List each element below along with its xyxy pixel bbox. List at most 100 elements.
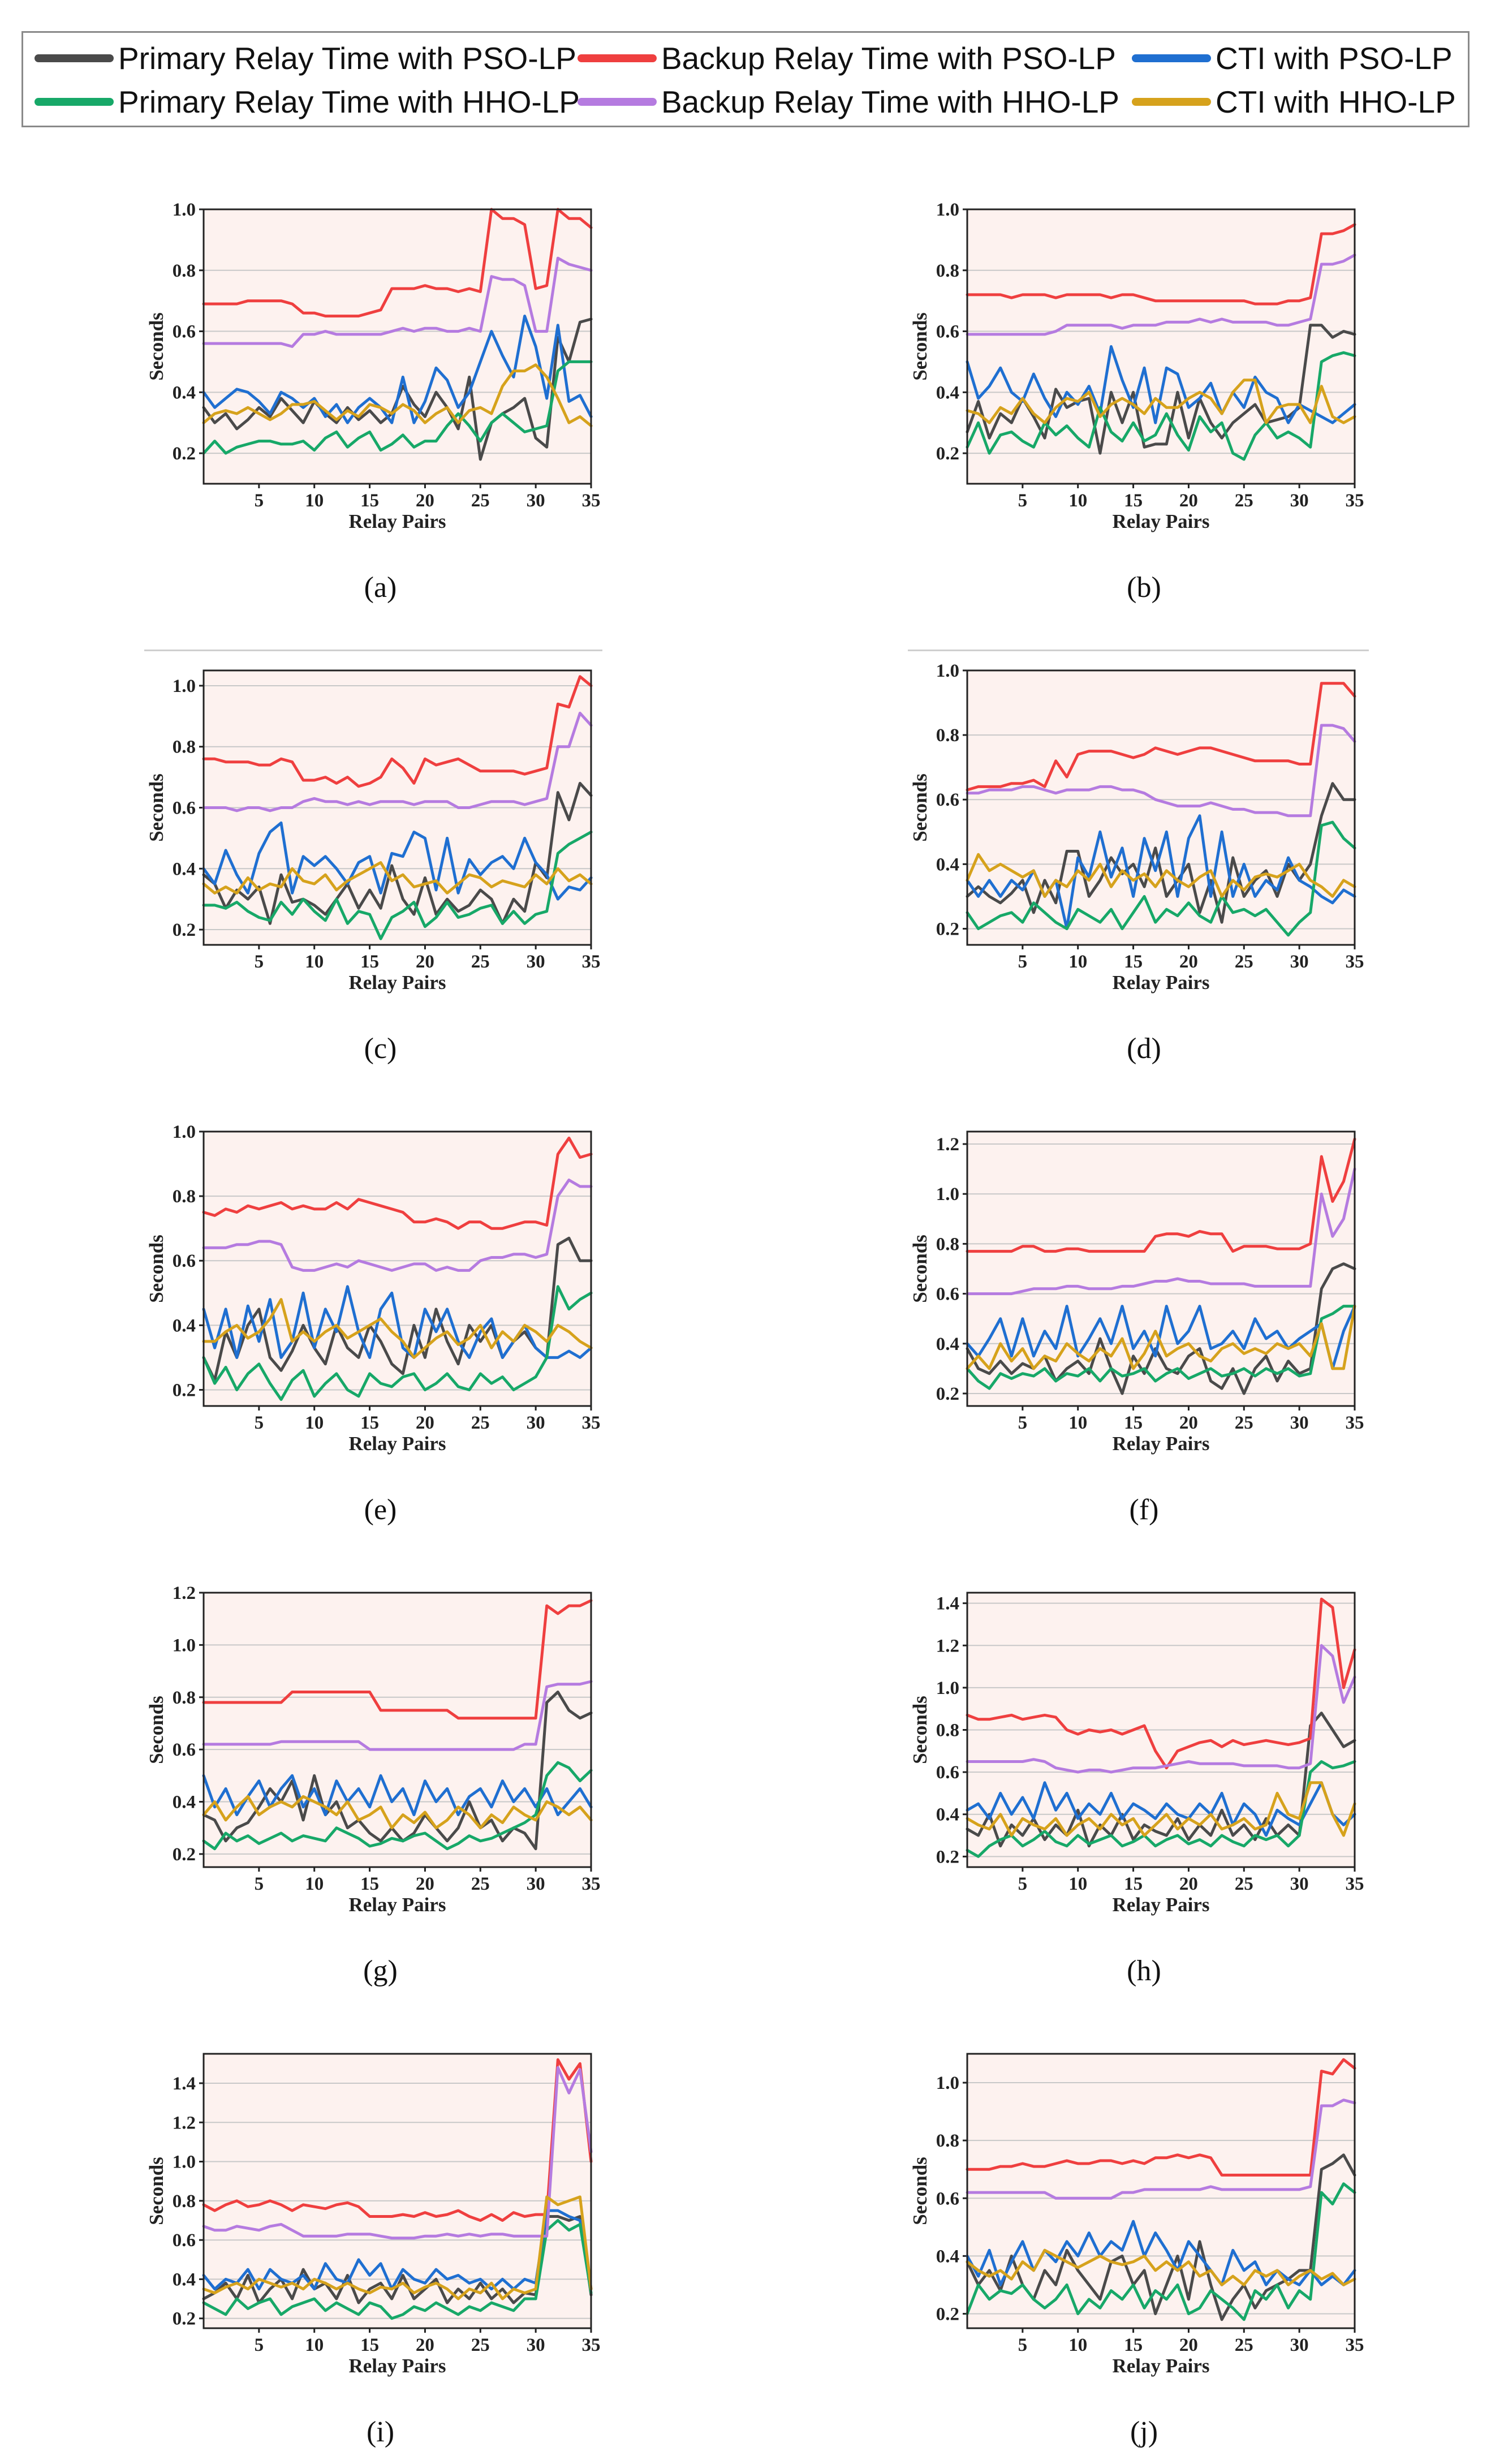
y-tick-label: 0.2 <box>173 1844 196 1865</box>
x-tick-label: 5 <box>255 1874 264 1894</box>
y-tick-label: 0.6 <box>936 2188 959 2209</box>
x-axis-label: Relay Pairs <box>348 971 446 994</box>
y-tick-label: 0.6 <box>173 2230 196 2251</box>
panel-separator-left <box>144 650 602 651</box>
plot-frame <box>202 1130 592 1407</box>
x-tick-label: 5 <box>255 2335 264 2355</box>
x-tick-label: 30 <box>1290 1874 1309 1894</box>
y-tick-label: 0.4 <box>173 1792 196 1813</box>
series-line-backup-relay-time-with-pso-lp <box>202 208 593 318</box>
series-line-backup-relay-time-with-pso-lp <box>966 223 1356 306</box>
y-tick-label: 0.8 <box>173 737 196 758</box>
series-line-cti-with-pso-lp <box>202 821 593 901</box>
y-tick-label: 0.8 <box>173 1186 196 1207</box>
x-tick-label: 5 <box>1018 2335 1028 2355</box>
x-tick-label: 35 <box>1346 952 1364 972</box>
legend-label: CTI with HHO-LP <box>1216 84 1456 119</box>
x-axis-label: Relay Pairs <box>348 1433 446 1455</box>
x-tick-label: 25 <box>1235 491 1253 511</box>
panel-caption: (e) <box>364 1494 397 1526</box>
y-tick-label: 0.6 <box>173 1740 196 1760</box>
x-tick-label: 10 <box>305 1413 324 1433</box>
y-tick-label: 0.6 <box>173 798 196 819</box>
x-tick-label: 15 <box>360 1874 379 1894</box>
x-tick-label: 10 <box>305 1874 324 1894</box>
plot-frame <box>966 1592 1356 1868</box>
x-tick-label: 15 <box>360 491 379 511</box>
y-tick-label: 0.2 <box>936 919 959 939</box>
y-tick-label: 1.2 <box>936 1134 959 1155</box>
y-tick-label: 0.6 <box>173 1251 196 1271</box>
series-line-backup-relay-time-with-hho-lp <box>202 2066 593 2240</box>
series-line-primary-relay-time-with-hho-lp <box>966 1760 1356 1858</box>
series-line-cti-with-hho-lp <box>966 1781 1356 1837</box>
y-tick-label: 0.6 <box>936 322 959 342</box>
y-tick-label: 0.8 <box>173 261 196 281</box>
series-line-cti-with-hho-lp <box>966 379 1356 424</box>
y-tick-label: 0.4 <box>173 382 196 403</box>
plot-frame <box>966 1130 1356 1407</box>
x-tick-label: 30 <box>527 491 545 511</box>
legend-item-pso-backup: Backup Relay Time with PSO-LP <box>578 36 1116 81</box>
x-axis-label: Relay Pairs <box>1112 1433 1209 1455</box>
plot-frame <box>966 2053 1356 2329</box>
y-tick-label: 0.4 <box>173 2269 196 2290</box>
series-line-cti-with-pso-lp <box>202 1285 593 1359</box>
series-line-cti-with-pso-lp <box>202 1774 593 1817</box>
series-line-backup-relay-time-with-pso-lp <box>966 2058 1356 2177</box>
series-line-primary-relay-time-with-pso-lp <box>202 1236 593 1382</box>
plot-frame <box>966 669 1356 946</box>
series-line-cti-with-hho-lp <box>966 2248 1356 2286</box>
legend-swatch <box>1132 54 1211 62</box>
series-line-cti-with-pso-lp <box>966 345 1356 424</box>
y-tick-label: 0.2 <box>936 444 959 464</box>
y-tick-label: 0.6 <box>936 790 959 810</box>
y-tick-label: 1.0 <box>173 1635 196 1655</box>
x-tick-label: 15 <box>1124 491 1143 511</box>
x-tick-label: 10 <box>1068 952 1087 972</box>
y-tick-label: 0.8 <box>936 2131 959 2151</box>
y-tick-label: 0.4 <box>936 382 959 403</box>
series-line-backup-relay-time-with-hho-lp <box>202 256 593 348</box>
series-line-backup-relay-time-with-pso-lp <box>966 1137 1356 1253</box>
x-tick-label: 30 <box>1290 952 1309 972</box>
series-line-backup-relay-time-with-hho-lp <box>202 1179 593 1272</box>
plot-area <box>204 1593 591 1867</box>
series-line-primary-relay-time-with-hho-lp <box>202 1761 593 1851</box>
series-line-backup-relay-time-with-hho-lp <box>966 724 1356 818</box>
y-tick-label: 0.8 <box>173 2191 196 2212</box>
series-line-primary-relay-time-with-hho-lp <box>966 820 1356 937</box>
x-tick-label: 5 <box>1018 491 1028 511</box>
y-tick-label: 0.2 <box>173 920 196 940</box>
y-tick-label: 0.4 <box>936 1805 959 1825</box>
series-line-backup-relay-time-with-pso-lp <box>202 1136 593 1230</box>
y-tick-label: 0.4 <box>173 1315 196 1336</box>
series-line-cti-with-hho-lp <box>202 2195 593 2300</box>
x-tick-label: 25 <box>471 952 490 972</box>
plot-frame <box>202 1592 592 1868</box>
x-tick-label: 5 <box>1018 952 1028 972</box>
series-line-primary-relay-time-with-hho-lp <box>966 2182 1356 2321</box>
x-tick-label: 20 <box>1179 491 1198 511</box>
series-line-cti-with-hho-lp <box>202 1795 593 1830</box>
x-tick-label: 35 <box>582 2335 601 2355</box>
panel-caption: (g) <box>363 1955 398 1987</box>
y-axis-label: Seconds <box>909 1696 931 1764</box>
legend-label: Backup Relay Time with PSO-LP <box>661 41 1116 76</box>
y-tick-label: 0.2 <box>936 2304 959 2324</box>
x-tick-label: 10 <box>1068 2335 1087 2355</box>
chart-panel-e: 0.2 0.4 0.6 0.8 1.0 5 10 15 20 25 30 35 Relay Pairs S… <box>145 1122 601 1526</box>
chart-panel-g: 0.2 0.4 0.6 0.8 1.0 1.2 5 10 15 20 25 30 35 Relay Pai… <box>145 1583 601 1987</box>
x-tick-label: 30 <box>527 1413 545 1433</box>
legend-item-pso-primary: Primary Relay Time with PSO-LP <box>35 36 576 81</box>
y-axis-label: Seconds <box>909 312 931 381</box>
legend-item-hho-cti: CTI with HHO-LP <box>1132 79 1456 124</box>
legend-swatch <box>578 98 657 106</box>
legend-swatch <box>578 54 657 62</box>
x-tick-label: 20 <box>416 2335 434 2355</box>
x-tick-label: 30 <box>1290 491 1309 511</box>
x-axis-label: Relay Pairs <box>348 2355 446 2377</box>
series-line-primary-relay-time-with-pso-lp <box>202 781 593 925</box>
panel-caption: (d) <box>1127 1033 1161 1065</box>
x-axis-label: Relay Pairs <box>1112 510 1209 532</box>
